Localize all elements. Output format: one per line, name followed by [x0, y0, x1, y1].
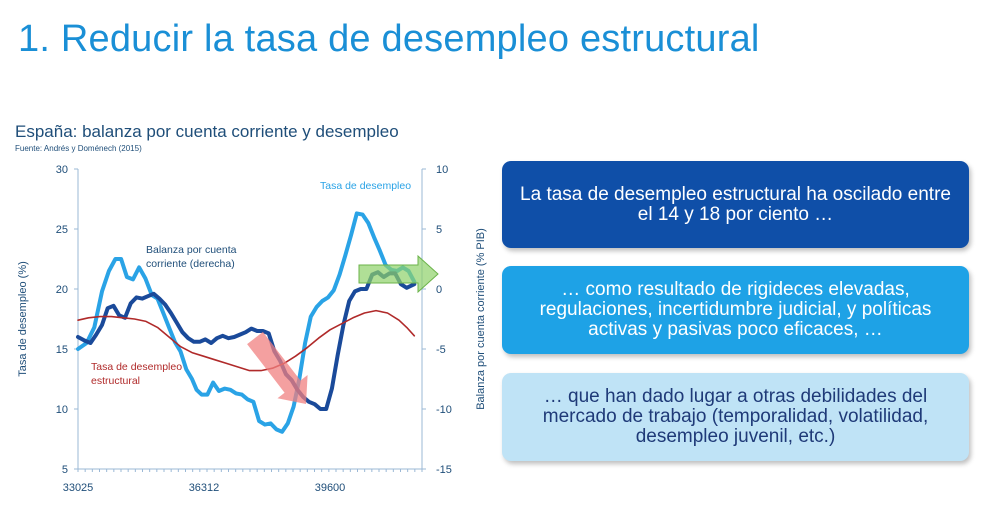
y-right-axis-title: Balanza por cuenta corriente (% PIB): [475, 228, 487, 410]
x-tick-label: 39600: [315, 482, 346, 494]
label-current-account-line2: corriente (derecha): [146, 258, 235, 270]
x-tick-label: 33025: [63, 482, 94, 494]
text-box-labour-weaknesses: … que han dado lugar a otras debilidades…: [502, 373, 969, 461]
label-structural-line1: Tasa de desempleo: [91, 361, 182, 373]
y-right-tick-label: -15: [436, 464, 452, 476]
y-left-tick-label: 30: [56, 164, 68, 176]
chart-source: Fuente: Andrés y Doménech (2015): [15, 144, 142, 153]
series-line-unemployment: [76, 211, 417, 434]
x-tick-label: 36312: [189, 482, 220, 494]
chart-title: España: balanza por cuenta corriente y d…: [15, 122, 399, 141]
downward-arrow: [247, 331, 308, 404]
label-unemployment: Tasa de desempleo: [320, 180, 411, 192]
text-box-structural-unemployment: La tasa de desempleo estructural ha osci…: [502, 161, 969, 248]
series-line-structural-unemployment: [77, 309, 416, 372]
text-box-rigidities: … como resultado de rigideces elevadas, …: [502, 266, 969, 354]
y-right-tick-label: 0: [436, 284, 442, 296]
y-right-tick-label: -5: [436, 344, 446, 356]
y-left-axis-title: Tasa de desempleo (%): [17, 261, 29, 377]
y-left-tick-label: 20: [56, 284, 68, 296]
series-line-current-account: [76, 270, 417, 411]
y-right-tick-label: 10: [436, 164, 448, 176]
label-current-account-line1: Balanza por cuenta: [146, 244, 237, 256]
unemployment-current-account-chart: 5 10 15 20 25 30 -15 -10 -5 0 5 10 33025 36312 39600 Ta…: [17, 164, 487, 494]
label-structural-line2: estructural: [91, 375, 140, 387]
slide-title: 1. Reducir la tasa de desempleo estructu…: [18, 18, 760, 60]
y-left-tick-label: 5: [62, 464, 68, 476]
y-left-tick-label: 10: [56, 404, 68, 416]
right-arrow: [358, 254, 439, 294]
y-left-tick-label: 25: [56, 224, 68, 236]
y-left-tick-label: 15: [56, 344, 68, 356]
y-right-tick-label: 5: [436, 224, 442, 236]
y-right-tick-label: -10: [436, 404, 452, 416]
